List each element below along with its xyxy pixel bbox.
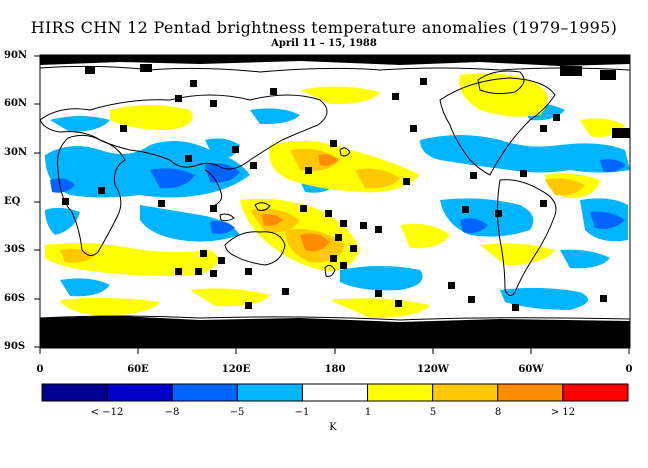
lat-label-90n: 90N	[4, 50, 28, 61]
map-subtitle: April 11 – 15, 1988	[271, 38, 377, 49]
lon-label-60w: 60W	[518, 364, 544, 375]
lon-label-120e: 120E	[221, 364, 251, 375]
colorbar-swatch-2	[171, 383, 238, 402]
colorbar-label-1: 1	[364, 407, 372, 418]
colorbar-label-gt-12: > 12	[550, 407, 576, 418]
lat-label-30n: 30N	[4, 147, 28, 158]
missing-data-regions	[40, 55, 630, 348]
colorbar-swatch-8	[562, 383, 629, 402]
lat-label-60s: 60S	[4, 293, 26, 304]
axis-ticks	[34, 55, 630, 354]
lat-label-eq: EQ	[4, 196, 21, 207]
lon-label-60e: 60E	[127, 364, 149, 375]
colorbar-label-minus-5: −5	[229, 407, 245, 418]
colorbar-swatch-1	[106, 383, 173, 402]
lon-label-0-east: 0	[625, 364, 633, 375]
lon-label-180: 180	[324, 364, 346, 375]
colorbar-label-minus-8: −8	[164, 407, 180, 418]
map-title: HIRS CHN 12 Pentad brightness temperatur…	[30, 18, 618, 37]
colorbar-swatch-3	[236, 383, 303, 402]
lon-label-120w: 120W	[416, 364, 450, 375]
colorbar-swatch-6	[432, 383, 499, 402]
lon-label-0: 0	[36, 364, 44, 375]
lat-label-60n: 60N	[4, 98, 28, 109]
colorbar-unit: K	[329, 422, 337, 433]
colorbar-swatch-5	[367, 383, 434, 402]
lat-label-90s: 90S	[4, 341, 26, 352]
colorbar-label-8: 8	[494, 407, 502, 418]
colorbar-swatch-4	[301, 383, 369, 402]
very-strong-positive-anomaly-regions	[262, 154, 338, 252]
colorbar-label-5: 5	[429, 407, 437, 418]
colorbar-swatch-7	[497, 383, 564, 402]
colorbar-label-minus-1: −1	[294, 407, 310, 418]
colorbar-swatch-0	[41, 383, 108, 402]
coastlines	[40, 65, 630, 321]
colorbar-label-lt-12: < −12	[90, 407, 124, 418]
lat-label-30s: 30S	[4, 244, 26, 255]
colorbar	[41, 383, 629, 402]
